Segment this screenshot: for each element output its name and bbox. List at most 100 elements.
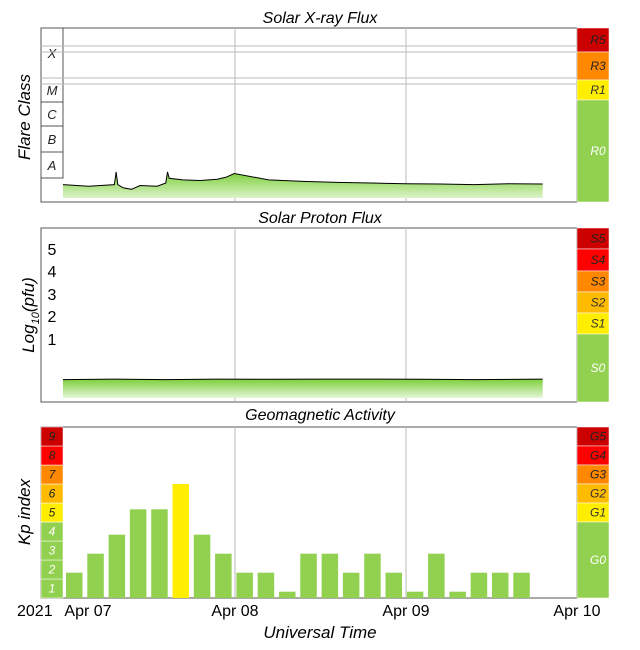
kp-color-scale: 1 2 3 4 5 6 7 8 9	[40, 426, 64, 599]
kp-bar	[279, 591, 296, 598]
proton-flux-fill	[63, 379, 543, 398]
kp-bar	[87, 553, 104, 598]
kp-bar	[300, 553, 317, 598]
scale-label: S0	[591, 361, 606, 375]
kp-bar	[236, 572, 253, 598]
proton-ytick: 3	[48, 287, 57, 304]
kp-bar	[513, 572, 530, 598]
kp-bar	[449, 591, 466, 598]
proton-yticks: 1 2 3 4 5	[48, 242, 57, 349]
kp-title: Geomagnetic Activity	[245, 407, 396, 424]
proton-ylabel-main: Log	[19, 324, 38, 353]
flare-class-label: A	[47, 158, 57, 173]
scale-cell	[576, 99, 610, 203]
scale-label: G5	[590, 430, 606, 444]
kp-bar	[364, 553, 381, 598]
scale-label: G3	[590, 468, 606, 482]
kp-scale-label: 8	[49, 449, 56, 463]
x-tick-label: Apr 08	[211, 603, 258, 620]
kp-scale-label: 3	[49, 544, 56, 558]
kp-bar	[151, 509, 168, 598]
xray-ylabel: Flare Class	[15, 74, 34, 160]
scale-cell	[576, 333, 610, 403]
kp-bar	[406, 591, 424, 598]
kp-bar	[321, 553, 339, 598]
r-scale: R5 R3 R1 R0	[576, 27, 610, 203]
flare-class-label: X	[47, 46, 58, 61]
proton-grid	[234, 228, 407, 402]
scale-cell	[576, 521, 610, 599]
proton-flux-line	[62, 378, 543, 381]
scale-label: G4	[590, 449, 606, 463]
proton-title: Solar Proton Flux	[258, 210, 383, 227]
kp-scale-label: 4	[49, 525, 56, 539]
xray-grid	[41, 28, 577, 202]
proton-ylabel: Log10(pfu)	[19, 277, 42, 353]
kp-bar	[215, 553, 232, 598]
kp-scale-label: 5	[49, 506, 56, 520]
scale-label: G2	[590, 487, 606, 501]
kp-ylabel: Kp index	[15, 478, 34, 545]
xray-title: Solar X-ray Flux	[263, 10, 379, 27]
proton-ytick: 2	[48, 309, 57, 326]
kp-scale-label: 1	[49, 582, 56, 596]
x-tick-label: Apr 07	[64, 603, 111, 620]
proton-ylabel-rest: (pfu)	[19, 277, 38, 312]
scale-label: R1	[590, 83, 605, 97]
proton-ylabel-sub: 10	[30, 311, 42, 324]
kp-bars	[66, 484, 530, 598]
proton-panel: 1 2 3 4 5 S5 S4 S3 S2 S1 S0	[40, 227, 610, 403]
scale-cell	[576, 27, 610, 53]
kp-bar	[129, 509, 147, 598]
flare-class-label: B	[48, 132, 57, 147]
kp-scale-label: 2	[48, 563, 56, 577]
xray-frame	[40, 27, 578, 203]
proton-ytick: 1	[48, 332, 57, 349]
kp-scale-label: 9	[49, 430, 56, 444]
scale-label: R3	[590, 59, 606, 73]
flare-class-label: C	[47, 107, 57, 122]
kp-bar	[66, 572, 83, 598]
proton-ytick: 5	[48, 242, 57, 259]
kp-panel: 1 2 3 4 5 6 7 8 9 G5 G4 G3 G2 G1 G0	[40, 426, 610, 599]
scale-label: S4	[591, 253, 606, 267]
flare-class-label: M	[47, 83, 58, 98]
kp-scale-label: 7	[49, 468, 57, 482]
g-scale: G5 G4 G3 G2 G1 G0	[576, 426, 610, 599]
scale-label: R0	[590, 144, 606, 158]
kp-bar	[172, 484, 189, 598]
scale-label: G0	[590, 553, 606, 567]
kp-bar	[342, 572, 360, 598]
kp-bar	[108, 534, 126, 598]
kp-scale-label: 6	[49, 487, 56, 501]
proton-ytick: 4	[48, 264, 57, 281]
kp-bar	[428, 553, 445, 598]
scale-cell	[576, 51, 610, 81]
scale-label: S5	[591, 232, 606, 246]
kp-bar	[492, 572, 509, 598]
kp-bar	[257, 572, 275, 598]
kp-scale-cell	[40, 426, 64, 447]
kp-bar	[470, 572, 488, 598]
x-axis-label: Universal Time	[263, 623, 376, 642]
x-tick-label: Apr 09	[382, 603, 429, 620]
x-axis-year: 2021	[17, 603, 53, 620]
s-scale: S5 S4 S3 S2 S1 S0	[576, 227, 610, 403]
scale-label: R5	[590, 33, 606, 47]
x-tick-label: Apr 10	[553, 603, 600, 620]
scale-label: S1	[591, 317, 606, 331]
scale-label: G1	[590, 506, 606, 520]
kp-bar	[193, 534, 211, 598]
class-box	[40, 27, 64, 179]
xray-flux-line	[62, 171, 543, 190]
proton-frame	[40, 227, 578, 403]
scale-label: S3	[591, 275, 606, 289]
xray-flux-fill	[63, 171, 543, 198]
scale-label: S2	[591, 296, 606, 310]
kp-grid	[234, 427, 407, 598]
kp-bar	[385, 572, 402, 598]
x-axis-ticks: Apr 07 Apr 08 Apr 09 Apr 10	[64, 603, 600, 620]
